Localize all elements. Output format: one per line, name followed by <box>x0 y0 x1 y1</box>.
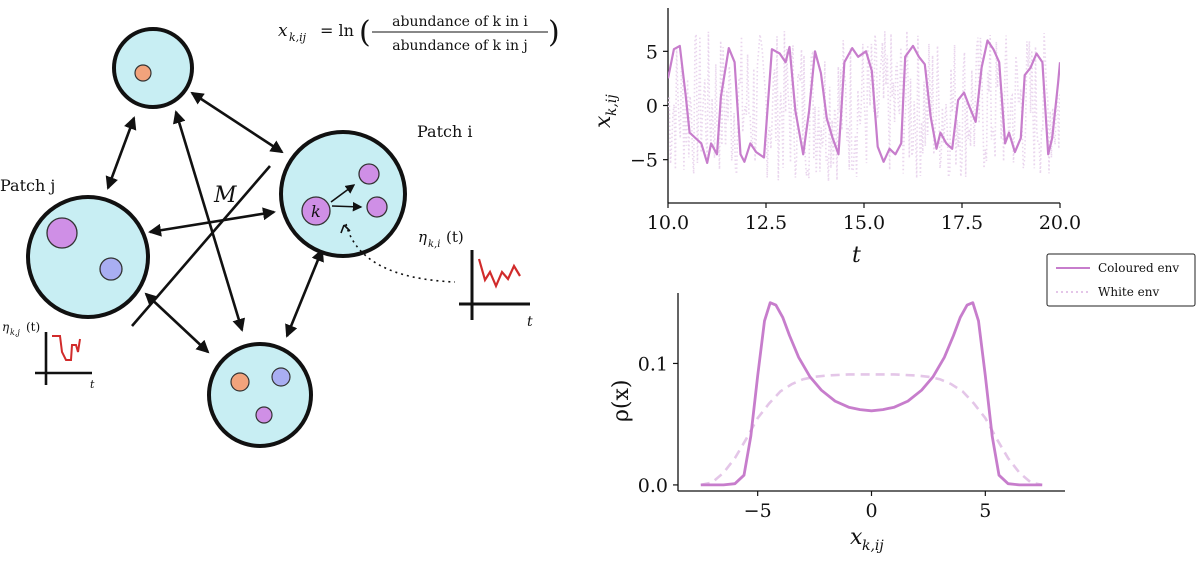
patch-j-circle <box>26 195 150 319</box>
top-x-label: t <box>852 243 861 268</box>
species-k-label: k <box>311 202 321 221</box>
arrow-top-to-bottom <box>172 110 246 332</box>
arrow-top-to-patch-i <box>190 91 284 154</box>
top-x-tick-label: 15.0 <box>843 212 885 234</box>
eta-j-argument: (t) <box>26 320 40 334</box>
formula-left-paren: ( <box>359 15 371 50</box>
coloured-env-density-line <box>700 301 1043 487</box>
legend: Coloured env White env <box>1046 253 1196 307</box>
top-x-tick-label: 17.5 <box>941 212 983 234</box>
top-y-tick-label: 0 <box>646 96 658 118</box>
species-purple <box>255 406 273 424</box>
arrow-patch-i-to-bottom <box>285 248 324 338</box>
top-y-label-subscript: k,ij <box>604 94 620 116</box>
top-ticks: 10.0 12.5 15.0 17.5 20.0 5 0 −5 <box>630 41 1081 234</box>
bottom-y-label: ρ(x) <box>609 379 634 422</box>
bottom-x-tick-label: 5 <box>979 500 991 522</box>
legend-label-coloured: Coloured env <box>1098 261 1179 275</box>
density-series <box>700 301 1043 487</box>
patch-j <box>26 195 150 319</box>
time-series-chart: 10.0 12.5 15.0 17.5 20.0 5 0 −5 t x k,ij <box>591 8 1081 268</box>
species-blue <box>99 257 123 281</box>
density-chart: −5 0 5 0.0 0.1 x k,ij ρ(x) <box>609 293 1065 554</box>
eta-j-symbol: η <box>2 320 10 334</box>
legend-label-white: White env <box>1098 285 1159 299</box>
top-y-tick-label: 5 <box>646 41 658 63</box>
coloured-env-series-group <box>668 39 1060 164</box>
species-orange <box>134 64 152 82</box>
species-blue <box>271 367 291 387</box>
coloured-env-line <box>668 39 1060 164</box>
patch-top <box>112 27 194 109</box>
eta-i-t-label: t <box>527 314 533 330</box>
bottom-x-tick-label: −5 <box>744 500 772 522</box>
bottom-x-label-symbol: x <box>850 525 863 550</box>
patch-j-label: Patch j <box>0 176 55 195</box>
top-y-label: x k,ij <box>591 94 620 128</box>
formula-denominator: abundance of k in j <box>392 38 528 54</box>
arrow-k-to-lower <box>331 201 363 212</box>
top-x-tick-label: 20.0 <box>1039 212 1081 234</box>
formula-lhs-subscript: k,ij <box>289 31 307 44</box>
eta-j-subscript: k,j <box>10 328 20 337</box>
arrow-k-to-upper <box>330 184 356 203</box>
eta-j-t-label: t <box>90 378 95 391</box>
top-x-tick-label: 10.0 <box>647 212 689 234</box>
bottom-x-tick-label: 0 <box>865 500 877 522</box>
bottom-x-label: x k,ij <box>850 525 884 554</box>
eta-i-argument: (t) <box>446 228 464 246</box>
patch-i: k <box>279 130 407 258</box>
noise-i-link <box>345 223 456 283</box>
noise-inset-j: η k,j (t) t <box>2 320 95 391</box>
formula-ln: = ln <box>320 21 354 40</box>
species-orange <box>230 372 250 392</box>
formula: x k,ij = ln ( abundance of k in i abunda… <box>278 14 560 54</box>
eta-i-noise-trace <box>477 258 521 289</box>
formula-right-paren: ) <box>548 15 560 50</box>
species-purple-upper <box>358 163 380 185</box>
patch-top-circle <box>112 27 194 109</box>
eta-i-subscript: k,i <box>428 239 440 250</box>
formula-lhs: x <box>278 21 288 41</box>
migration-arrows <box>105 91 324 354</box>
bottom-y-tick-label: 0.0 <box>638 475 668 497</box>
noise-i-link-head <box>340 224 351 234</box>
bottom-ticks: −5 0 5 0.0 0.1 <box>638 353 992 522</box>
noise-inset-i: η k,i (t) t <box>418 228 533 330</box>
arrow-patch-j-to-bottom <box>144 292 210 354</box>
top-y-label-symbol: x <box>591 115 616 128</box>
species-purple-lower <box>366 196 388 218</box>
migration-label: M <box>213 183 237 208</box>
patch-bottom-circle <box>207 342 313 448</box>
patch-i-label: Patch i <box>417 122 472 141</box>
species-purple-large <box>46 217 78 249</box>
top-y-tick-label: −5 <box>630 150 658 172</box>
top-x-tick-label: 12.5 <box>745 212 787 234</box>
formula-numerator: abundance of k in i <box>392 14 528 30</box>
patch-bottom <box>207 342 313 448</box>
bottom-y-tick-label: 0.1 <box>638 353 668 375</box>
eta-j-noise-trace <box>52 335 81 361</box>
species-k <box>301 196 331 226</box>
bottom-x-label-subscript: k,ij <box>862 538 884 554</box>
arrow-patch-j-to-patch-i <box>148 207 276 237</box>
eta-i-symbol: η <box>418 228 427 246</box>
arrow-top-to-patch-j <box>105 116 137 190</box>
